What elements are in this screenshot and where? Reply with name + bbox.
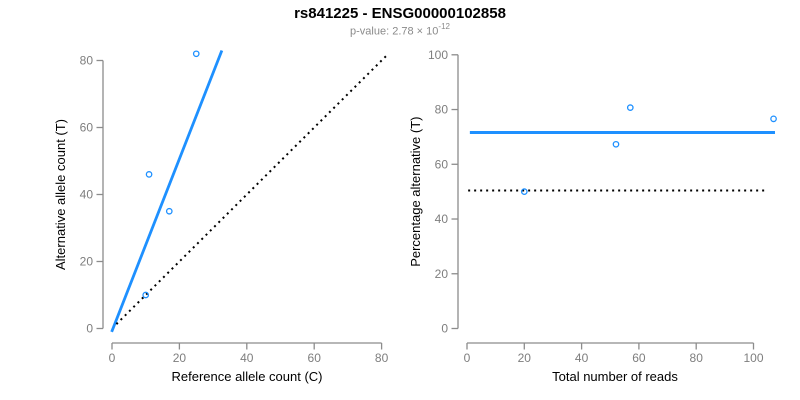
y-tick-label: 80	[435, 103, 449, 117]
y-tick-label: 20	[80, 255, 94, 269]
x-tick-label: 40	[575, 351, 589, 365]
x-axis-title: Total number of reads	[552, 369, 678, 384]
identity-line	[115, 54, 388, 325]
data-point	[626, 104, 634, 111]
x-tick-label: 0	[109, 351, 116, 365]
y-axis-title: Percentage alternative (T)	[408, 117, 423, 267]
data-point	[612, 140, 620, 148]
x-tick-label: 40	[240, 351, 254, 365]
x-tick-label: 0	[464, 351, 471, 365]
y-tick-label: 40	[435, 212, 449, 226]
y-tick-label: 0	[441, 322, 448, 336]
data-point	[192, 50, 200, 58]
y-axis-title: Alternative allele count (T)	[53, 119, 68, 270]
y-tick-label: 40	[80, 188, 94, 202]
x-tick-label: 60	[632, 351, 646, 365]
pvalue-exponent: -12	[438, 22, 450, 31]
data-point	[165, 207, 173, 215]
y-tick-label: 0	[86, 322, 93, 336]
x-tick-label: 60	[308, 351, 322, 365]
pvalue-text: p-value: 2.78 × 10	[350, 25, 439, 38]
y-tick-label: 60	[80, 121, 94, 135]
x-tick-label: 80	[375, 351, 389, 365]
x-tick-label: 20	[518, 351, 532, 365]
data-point	[142, 291, 150, 299]
data-point	[520, 188, 528, 195]
figure-title: rs841225 - ENSG00000102858	[294, 5, 506, 22]
data-point	[145, 171, 153, 178]
x-axis-title: Reference allele count (C)	[171, 369, 322, 384]
figure-subtitle: p-value: 2.78 × 10-12	[0, 22, 800, 38]
x-tick-label: 100	[743, 351, 763, 365]
y-tick-label: 80	[80, 54, 94, 68]
data-point	[770, 115, 777, 123]
y-tick-label: 100	[428, 48, 448, 62]
y-tick-label: 20	[435, 267, 449, 281]
regression-line	[110, 49, 224, 333]
y-tick-label: 60	[435, 157, 449, 171]
x-tick-label: 20	[173, 351, 187, 365]
x-tick-label: 80	[690, 351, 704, 365]
